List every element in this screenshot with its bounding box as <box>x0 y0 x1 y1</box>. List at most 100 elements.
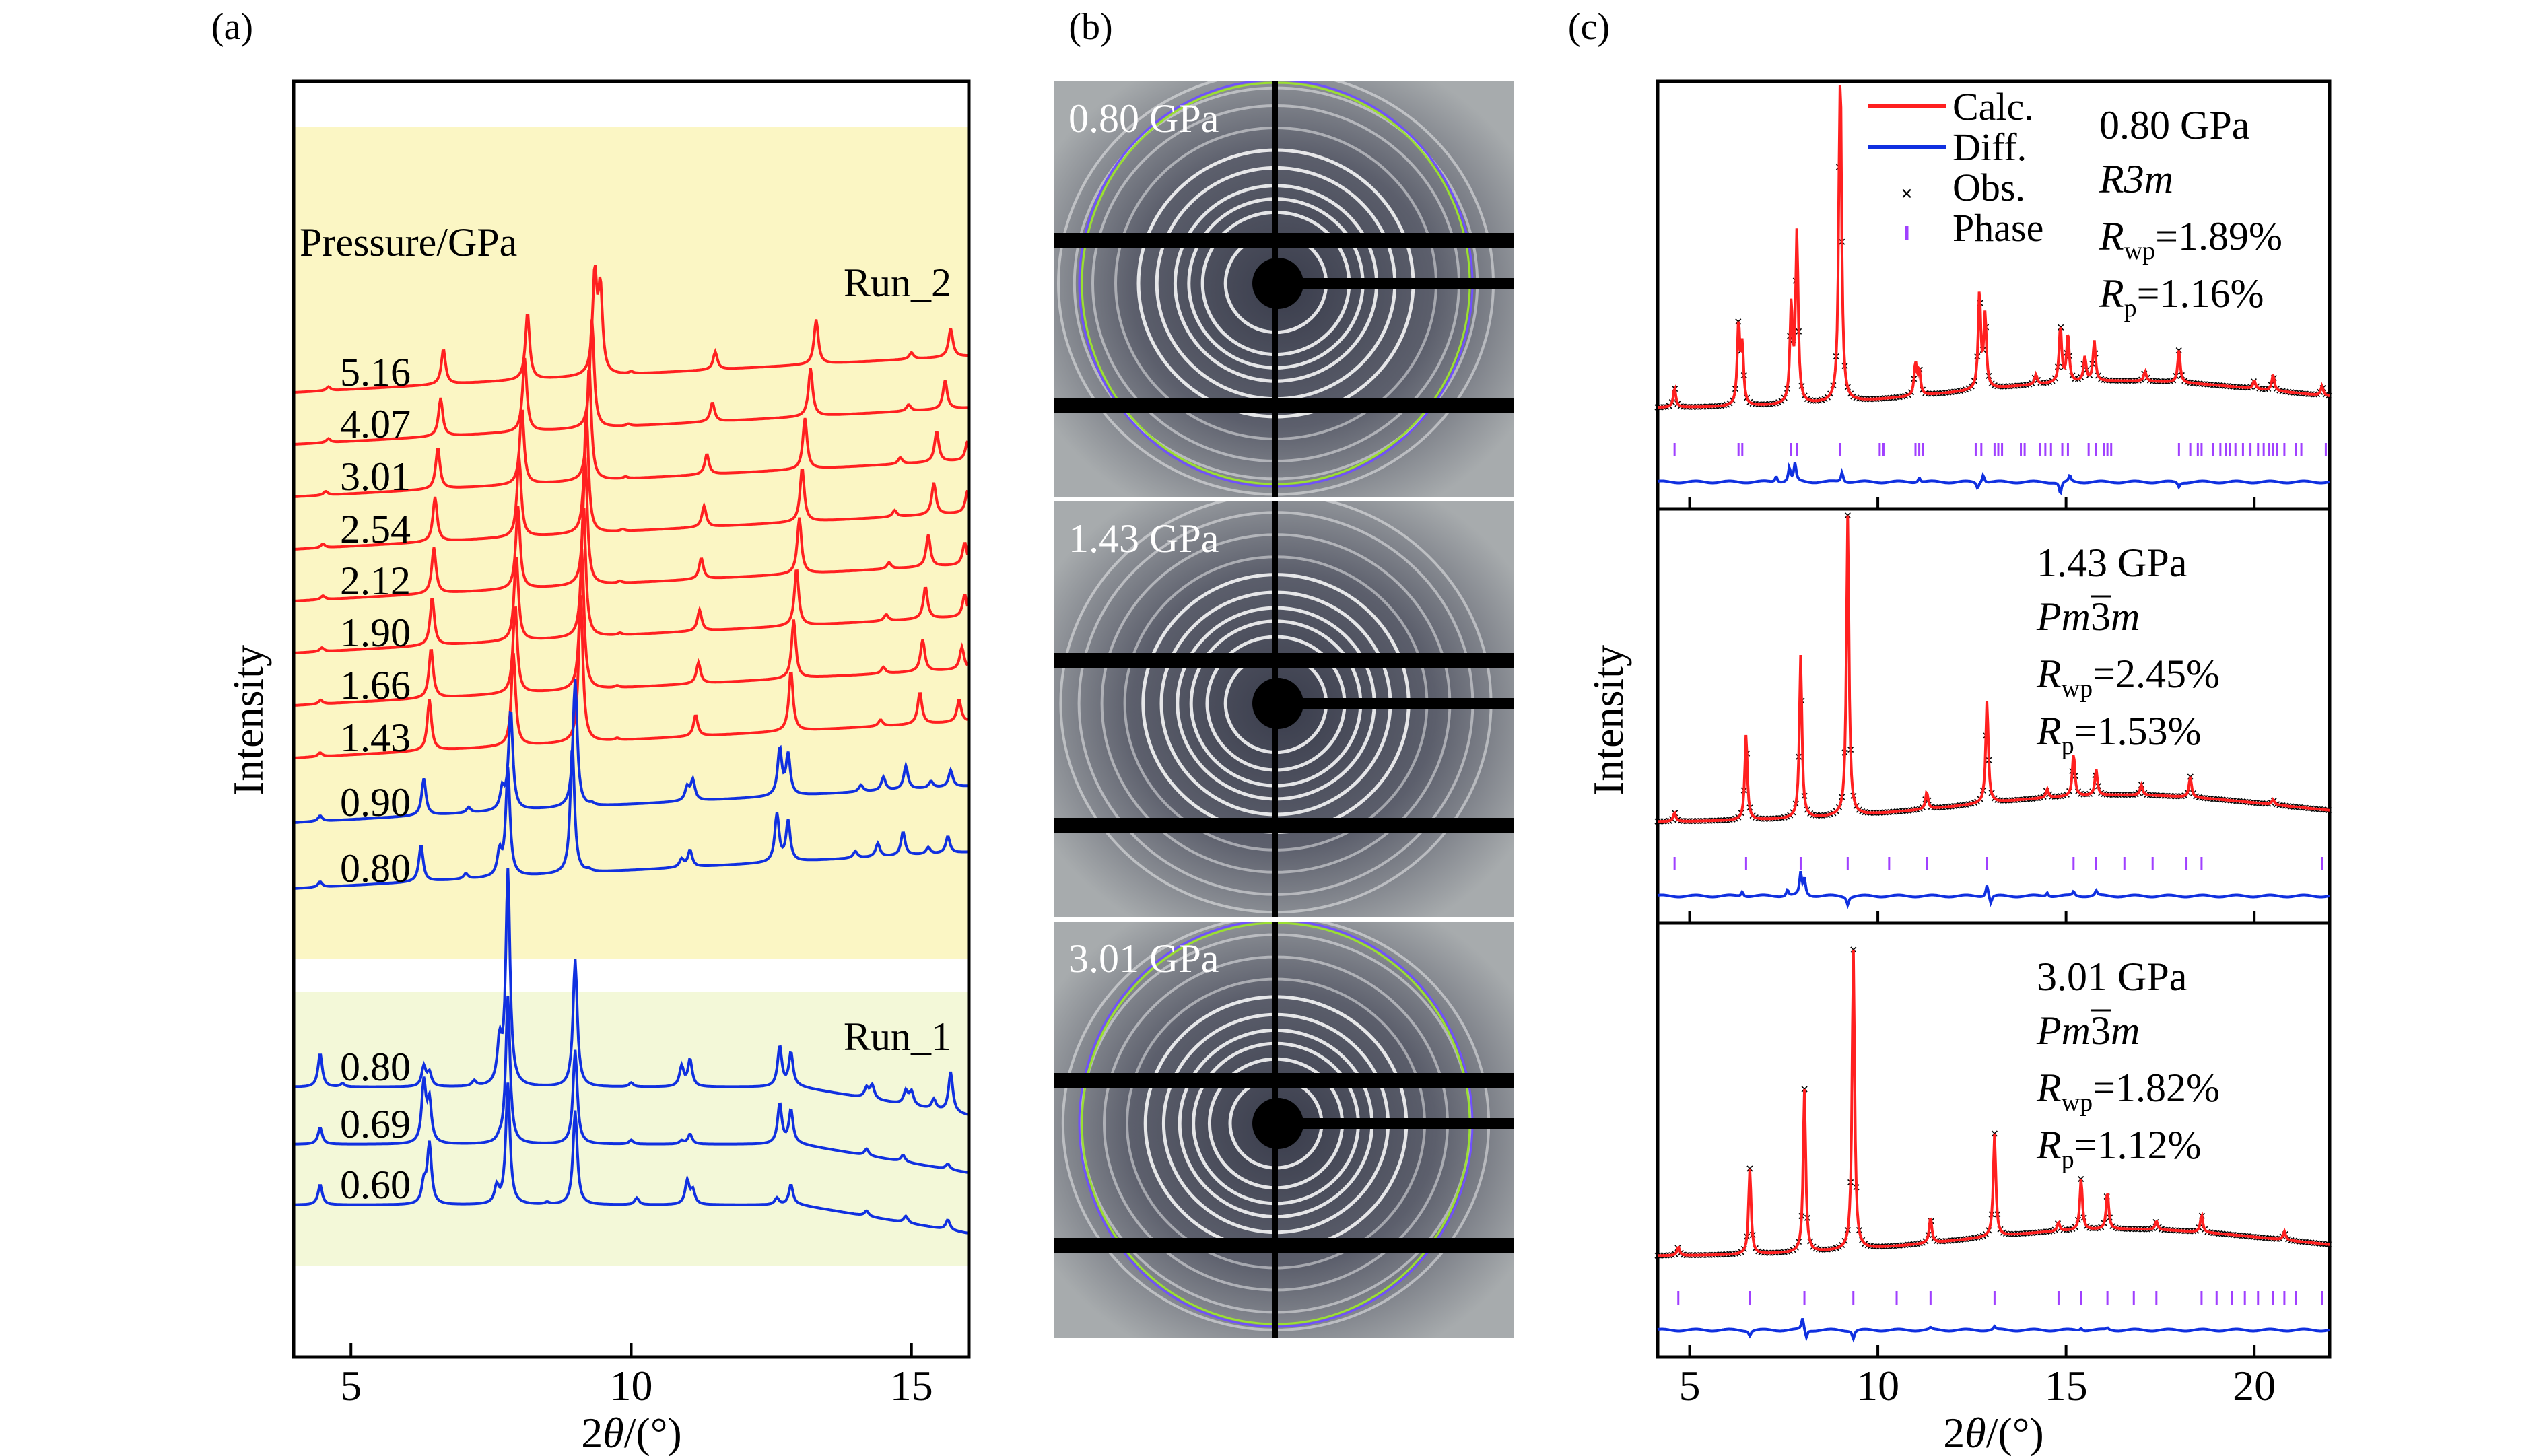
sg-part: Pm <box>2036 1008 2091 1053</box>
calculated-curve <box>1658 85 2330 409</box>
separator <box>1054 917 1514 922</box>
legend-calc-label: Calc. <box>1953 85 2034 129</box>
pressure-label: 2.54 <box>340 507 411 551</box>
xrd-pressure-label: 3.01 GPa <box>1068 936 1219 981</box>
x-tick-label: 15 <box>2045 1362 2088 1410</box>
space-group-label: Pm3m <box>2036 1008 2140 1053</box>
r-symbol: R <box>2036 709 2062 753</box>
panel-a-pressure-labels: 5.16 4.07 3.01 2.54 2.12 1.90 1.66 1.43 0.90 0.80… <box>340 350 411 1207</box>
r-subscript: p <box>2062 1146 2074 1174</box>
panel-a-x-axis: 5 10 15 <box>340 1343 933 1410</box>
x-tick-label: 5 <box>340 1362 362 1410</box>
trace-run_2-4.07 <box>294 319 968 446</box>
calculated-curve <box>1657 949 2330 1257</box>
space-group-label: Pm3m <box>2036 594 2140 639</box>
sg-barred: 3 <box>2091 1008 2111 1053</box>
r-subscript: wp <box>2124 237 2155 265</box>
pressure-label: 1.43 <box>340 716 411 760</box>
x-title-part: /(°) <box>1986 1409 2044 1456</box>
r-subscript: p <box>2124 294 2137 322</box>
beam-mask-bar <box>1054 653 1514 668</box>
r-symbol: R <box>2099 271 2124 316</box>
pressure-label: 1.66 <box>340 663 411 707</box>
x-tick-label: 10 <box>610 1362 653 1410</box>
r-value: =1.16% <box>2137 271 2264 316</box>
x-title-part: /(°) <box>624 1409 682 1456</box>
pressure-label: 0.80 <box>340 846 411 891</box>
legend-phase-label: Phase <box>1953 206 2043 250</box>
rwp-label: Rwp=1.89% <box>2099 214 2282 265</box>
sg-part: m <box>2111 1008 2140 1053</box>
x-tick-label: 10 <box>1856 1362 1899 1410</box>
r-value: =1.12% <box>2074 1123 2202 1167</box>
trace-run_2-1.43 <box>294 595 968 759</box>
beam-mask-bar <box>1054 818 1514 833</box>
trace-run_2-0.80 <box>294 750 968 890</box>
space-group-label: R3m <box>2099 157 2173 201</box>
x-tick-label: 20 <box>2233 1362 2276 1410</box>
beam-mask-bar <box>1054 398 1514 413</box>
observed-points <box>1654 512 2332 825</box>
x-title-part: θ <box>603 1409 623 1456</box>
sg-barred: 3 <box>2091 594 2111 639</box>
pressure-label: 0.60 <box>340 1163 411 1207</box>
pressure-label: 0.80 GPa <box>2099 103 2249 147</box>
panel-a-traces <box>294 265 969 1235</box>
rp-label: Rp=1.12% <box>2036 1123 2201 1174</box>
xrd-content <box>1054 501 1514 917</box>
subplot-frame <box>1656 921 2332 1359</box>
xrd-content <box>1054 922 1514 1338</box>
trace-run_2-5.16 <box>294 265 968 394</box>
pressure-label: 0.90 <box>340 780 411 825</box>
beam-mask-bar <box>1054 1073 1514 1088</box>
r-value: =1.82% <box>2093 1066 2220 1110</box>
beamstop-arm <box>1278 1118 1514 1129</box>
r-value: =1.53% <box>2074 709 2202 753</box>
panel-c-legend: Calc. Diff. × Obs. Phase <box>1868 85 2043 250</box>
pressure-label: 0.80 <box>340 1045 411 1089</box>
pressure-label: 3.01 GPa <box>2037 955 2187 999</box>
rwp-label: Rwp=1.82% <box>2036 1066 2220 1117</box>
subplot-frame <box>1656 507 2332 925</box>
trace-run_2-1.90 <box>294 508 969 654</box>
r-symbol: R <box>2036 1066 2062 1110</box>
sg-part: Pm <box>2036 594 2091 639</box>
panel-label-c: (c) <box>1568 6 1610 48</box>
xrd-image-1: 0.80 GPa <box>1054 81 1514 497</box>
r-subscript: wp <box>2062 1088 2093 1117</box>
rp-label: Rp=1.16% <box>2099 271 2264 322</box>
panel-label-b: (b) <box>1068 6 1112 48</box>
panel-a-xrd-stack: 5.16 4.07 3.01 2.54 2.12 1.90 1.66 1.43 0.90 0.80… <box>224 79 971 1456</box>
x-title-text: 2θ/(°) <box>1943 1409 2043 1456</box>
beam-mask-bar <box>1054 233 1514 248</box>
trace-run_2-1.66 <box>294 549 969 707</box>
r-subscript: p <box>2062 732 2074 760</box>
trace-run_1-0.60 <box>295 1082 968 1235</box>
r-symbol: R <box>2099 214 2124 258</box>
x-tick-label: 5 <box>1679 1362 1701 1410</box>
pressure-label: 0.69 <box>340 1102 411 1146</box>
beamstop-arm <box>1278 698 1514 709</box>
x-title-part: 2 <box>581 1409 603 1456</box>
difference-curve <box>1657 1318 2330 1343</box>
panel-b-xrd-images: 0.80 GPa 1.43 GPa 3.01 GPa <box>1054 81 1514 1338</box>
beamstop-arm <box>1278 278 1514 289</box>
separator <box>1054 497 1514 501</box>
pressure-header: Pressure/GPa <box>300 220 517 265</box>
sg-part: m <box>2111 594 2140 639</box>
trace-run_2-3.01 <box>294 370 969 498</box>
r-value: =1.89% <box>2155 214 2282 258</box>
r-subscript: wp <box>2062 674 2093 703</box>
legend-obs-label: Obs. <box>1953 166 2025 209</box>
xrd-image-3: 3.01 GPa <box>1054 922 1514 1338</box>
panel-c-y-title: Intensity <box>1584 645 1632 796</box>
panel-a-y-title: Intensity <box>224 645 272 796</box>
pressure-label: 2.12 <box>340 559 411 603</box>
trace-run_1-0.80 <box>294 868 968 1116</box>
x-title-part: θ <box>1965 1409 1986 1456</box>
rp-label: Rp=1.53% <box>2036 709 2201 760</box>
